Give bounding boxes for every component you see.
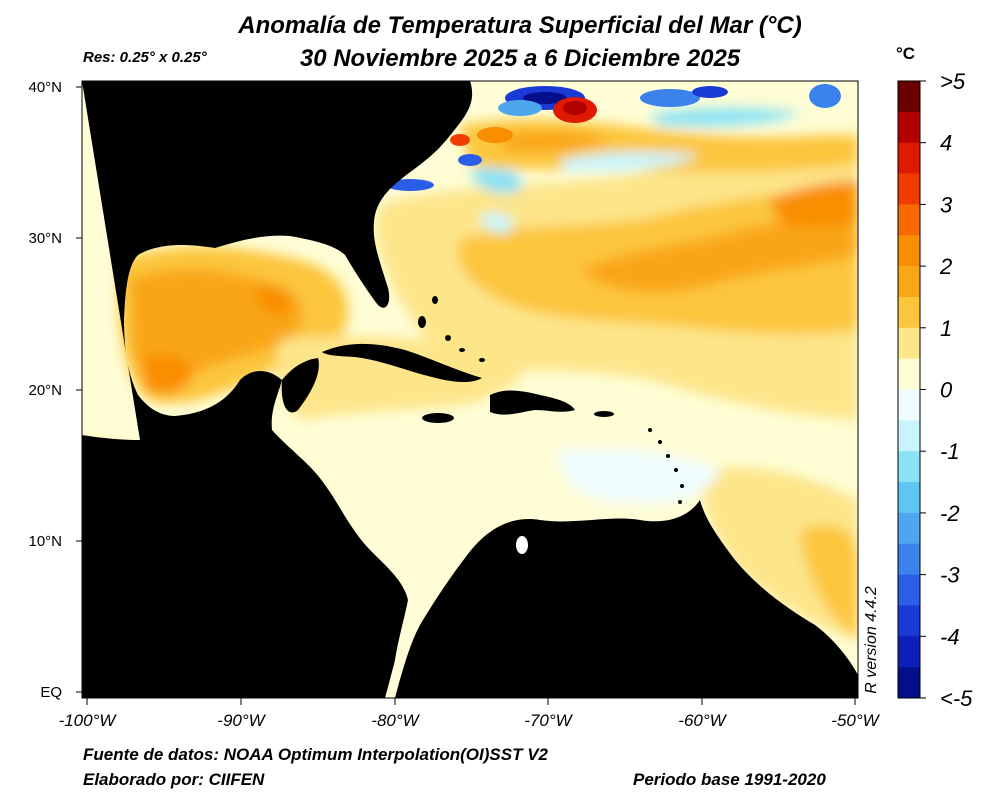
- lat-label-40n: 40°N: [28, 79, 62, 96]
- colorbar-swatch: [898, 266, 920, 298]
- colorbar-swatch: [898, 636, 920, 668]
- colorbar-label: -1: [940, 439, 960, 464]
- lat-label-eq: EQ: [40, 684, 62, 701]
- colorbar-swatch: [898, 574, 920, 606]
- land-cuba: [322, 343, 482, 383]
- lat-label-20n: 20°N: [28, 382, 62, 399]
- colorbar-unit: °C: [896, 44, 916, 63]
- colorbar-label: -2: [940, 501, 960, 526]
- date-range: 30 Noviembre 2025 a 6 Diciembre 2025: [299, 45, 741, 72]
- colorbar-swatch: [898, 605, 920, 637]
- colorbar-swatch: [898, 389, 920, 421]
- colorbar-swatch: [898, 142, 920, 175]
- land-puerto-rico: [594, 411, 614, 417]
- colorbar-label: 1: [940, 316, 952, 341]
- base-period: Periodo base 1991-2020: [633, 770, 826, 789]
- lon-label-60w: -60°W: [678, 711, 727, 730]
- author-credit: Elaborado por: CIIFEN: [83, 770, 265, 789]
- land-north-america: [82, 81, 473, 698]
- lon-label-100w: -100°W: [59, 711, 118, 730]
- map-title: Anomalía de Temperatura Superficial del …: [238, 12, 802, 39]
- colorbar-label: 3: [940, 192, 953, 217]
- lon-label-50w: -50°W: [831, 711, 880, 730]
- colorbar-label: -3: [940, 563, 960, 588]
- lon-label-90w: -90°W: [217, 711, 266, 730]
- colorbar-swatch: [898, 512, 920, 545]
- colorbar-swatch: [898, 482, 920, 514]
- lat-label-10n: 10°N: [28, 533, 62, 550]
- resolution-label: Res: 0.25° x 0.25°: [83, 49, 207, 66]
- colorbar-labels: >5 4 3 2 1 0 -1 -2 -3 -4 <-5: [920, 69, 973, 711]
- data-source: Fuente de datos: NOAA Optimum Interpolat…: [83, 745, 548, 764]
- colorbar-label: -4: [940, 624, 960, 649]
- colorbar-swatch: [898, 173, 920, 205]
- colorbar-swatch: [898, 358, 920, 390]
- lon-label-70w: -70°W: [524, 711, 573, 730]
- colorbar-swatch: [898, 235, 920, 267]
- lat-axis: [76, 86, 82, 693]
- colorbar-label: 2: [939, 254, 952, 279]
- colorbar-label: 4: [940, 131, 952, 156]
- map-panel: [82, 81, 858, 698]
- colorbar-swatch: [898, 327, 920, 360]
- colorbar-swatch: [898, 667, 920, 699]
- land-south-america: [395, 500, 858, 698]
- lon-label-80w: -80°W: [371, 711, 420, 730]
- colorbar-label: >5: [940, 69, 966, 94]
- colorbar-swatch: [898, 111, 920, 144]
- colorbar-swatch: [898, 543, 920, 576]
- land-hispaniola: [490, 390, 575, 415]
- gulf-stream-anomalies: [386, 84, 841, 191]
- colorbar: [898, 81, 920, 699]
- colorbar-label: <-5: [940, 686, 973, 711]
- lat-label-30n: 30°N: [28, 230, 62, 247]
- colorbar-swatch: [898, 296, 920, 329]
- colorbar-swatch: [898, 420, 920, 452]
- colorbar-label: 0: [940, 378, 953, 403]
- land-jamaica: [422, 413, 454, 423]
- r-version-label: R version 4.4.2: [863, 586, 880, 694]
- land-masses: [82, 81, 858, 698]
- colorbar-swatch: [898, 451, 920, 483]
- colorbar-swatch: [898, 204, 920, 236]
- land-yucatan: [281, 358, 319, 413]
- lon-axis: [86, 698, 856, 705]
- colorbar-swatch: [898, 81, 920, 113]
